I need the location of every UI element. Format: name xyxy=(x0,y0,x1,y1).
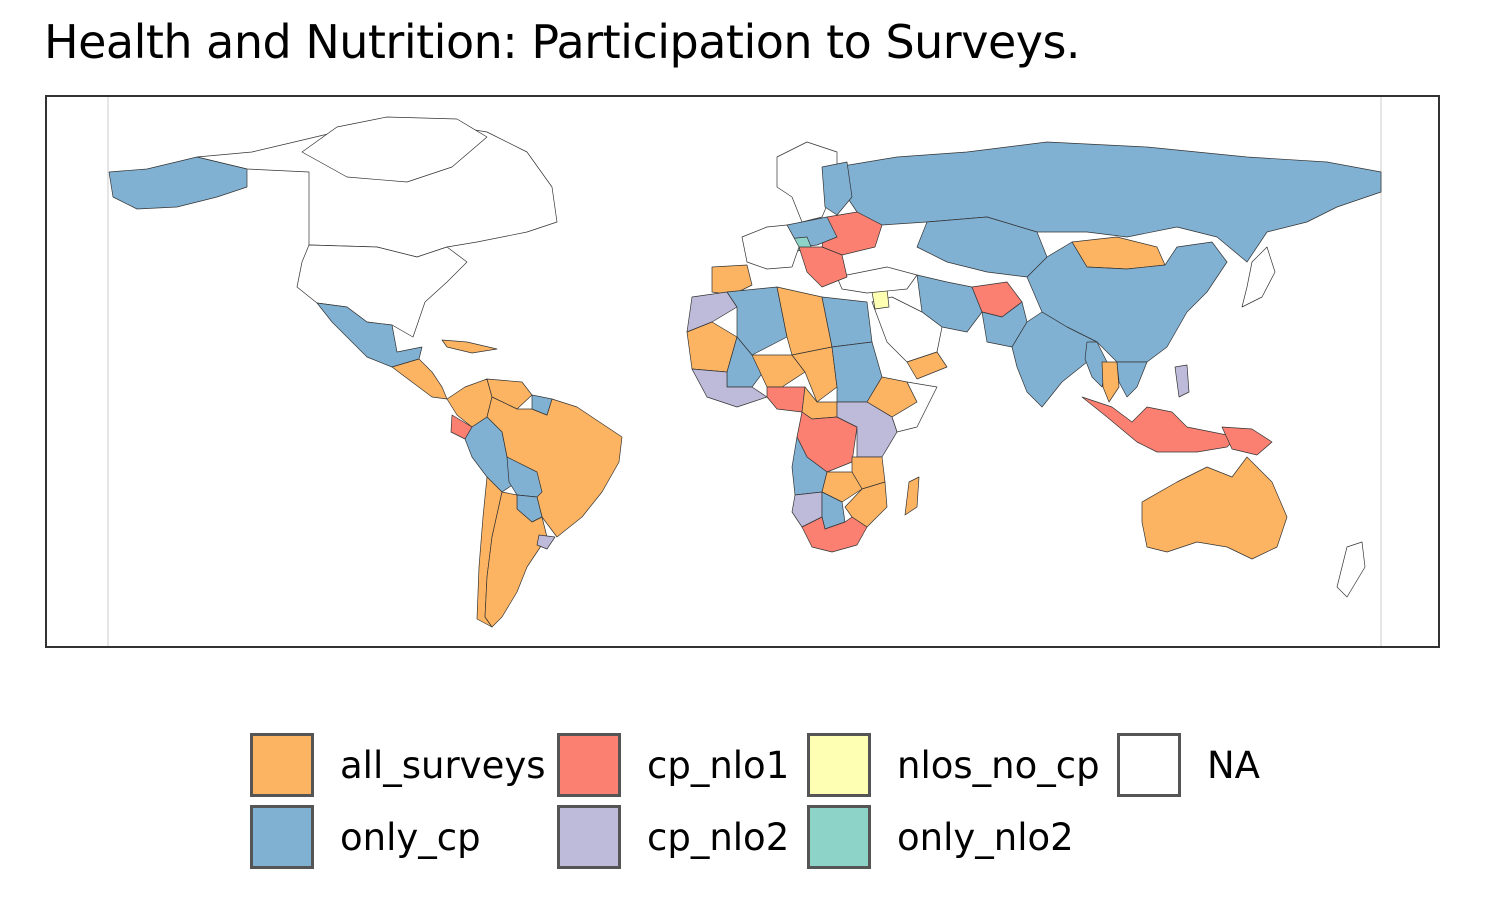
legend-swatch-nlos-no-cp xyxy=(807,733,871,797)
country-central-america xyxy=(391,358,448,400)
legend-label-cp-nlo1: cp_nlo1 xyxy=(647,743,790,787)
legend-item-nlos-no-cp: nlos_no_cp xyxy=(807,732,1100,798)
country-papua-new-guinea xyxy=(1221,426,1273,456)
country-alaska xyxy=(108,156,248,210)
country-argentina xyxy=(484,491,548,628)
country-south-africa xyxy=(801,516,868,553)
country-madagascar xyxy=(904,476,920,516)
country-greenland xyxy=(301,116,488,183)
legend-item-cp-nlo1: cp_nlo1 xyxy=(557,732,789,798)
country-morocco xyxy=(686,291,738,333)
legend-item-na: NA xyxy=(1117,732,1260,798)
country-scandinavia xyxy=(776,141,838,223)
country-turkey xyxy=(836,266,918,294)
country-guyana xyxy=(531,394,553,416)
legend-label-only-cp: only_cp xyxy=(340,815,481,859)
legend-item-all-surveys: all_surveys xyxy=(250,732,546,798)
legend-swatch-cp-nlo2 xyxy=(557,805,621,869)
country-yemen xyxy=(906,351,948,380)
legend-item-cp-nlo2: cp_nlo2 xyxy=(557,804,789,870)
legend-item-only-cp: only_cp xyxy=(250,804,481,870)
country-thailand xyxy=(1101,361,1120,403)
country-indonesia xyxy=(1081,396,1238,453)
country-mexico xyxy=(316,302,423,368)
country-kazakhstan xyxy=(916,216,1048,278)
country-united-states xyxy=(296,244,468,338)
legend-swatch-only-nlo2 xyxy=(807,805,871,869)
country-west-africa-coast xyxy=(691,368,768,408)
country-australia xyxy=(1141,456,1288,560)
legend-label-cp-nlo2: cp_nlo2 xyxy=(647,815,790,859)
country-zambia xyxy=(821,471,863,503)
country-nigeria xyxy=(766,386,806,413)
country-japan xyxy=(1241,246,1276,308)
legend-swatch-all-surveys xyxy=(250,733,314,797)
country-russia xyxy=(836,141,1382,263)
country-western-europe xyxy=(741,224,800,270)
legend-item-only-nlo2: only_nlo2 xyxy=(807,804,1074,870)
map-svg xyxy=(107,97,1382,646)
legend-label-nlos-no-cp: nlos_no_cp xyxy=(897,743,1100,787)
country-venezuela xyxy=(486,378,533,410)
legend-label-only-nlo2: only_nlo2 xyxy=(897,815,1074,859)
country-balkans xyxy=(798,246,848,288)
country-myanmar xyxy=(1084,341,1108,388)
world-map xyxy=(45,95,1440,648)
country-niger xyxy=(751,354,806,388)
legend-label-na: NA xyxy=(1207,743,1260,787)
country-mongolia xyxy=(1071,236,1166,270)
legend-swatch-only-cp xyxy=(250,805,314,869)
country-new-zealand xyxy=(1336,541,1366,598)
country-vietnam xyxy=(1116,361,1148,398)
legend-swatch-na xyxy=(1117,733,1181,797)
country-saudi-arabia xyxy=(871,296,943,363)
country-cuba xyxy=(441,339,498,354)
legend: all_surveys only_cp cp_nlo1 cp_nlo2 nlos… xyxy=(250,732,1350,877)
legend-swatch-cp-nlo1 xyxy=(557,733,621,797)
country-uruguay xyxy=(536,534,556,550)
legend-label-all-surveys: all_surveys xyxy=(340,743,546,787)
chart-title: Health and Nutrition: Participation to S… xyxy=(44,15,1081,69)
country-philippines xyxy=(1174,364,1190,398)
country-finland xyxy=(821,161,853,216)
country-chad xyxy=(791,346,838,403)
country-iberia xyxy=(711,264,753,296)
